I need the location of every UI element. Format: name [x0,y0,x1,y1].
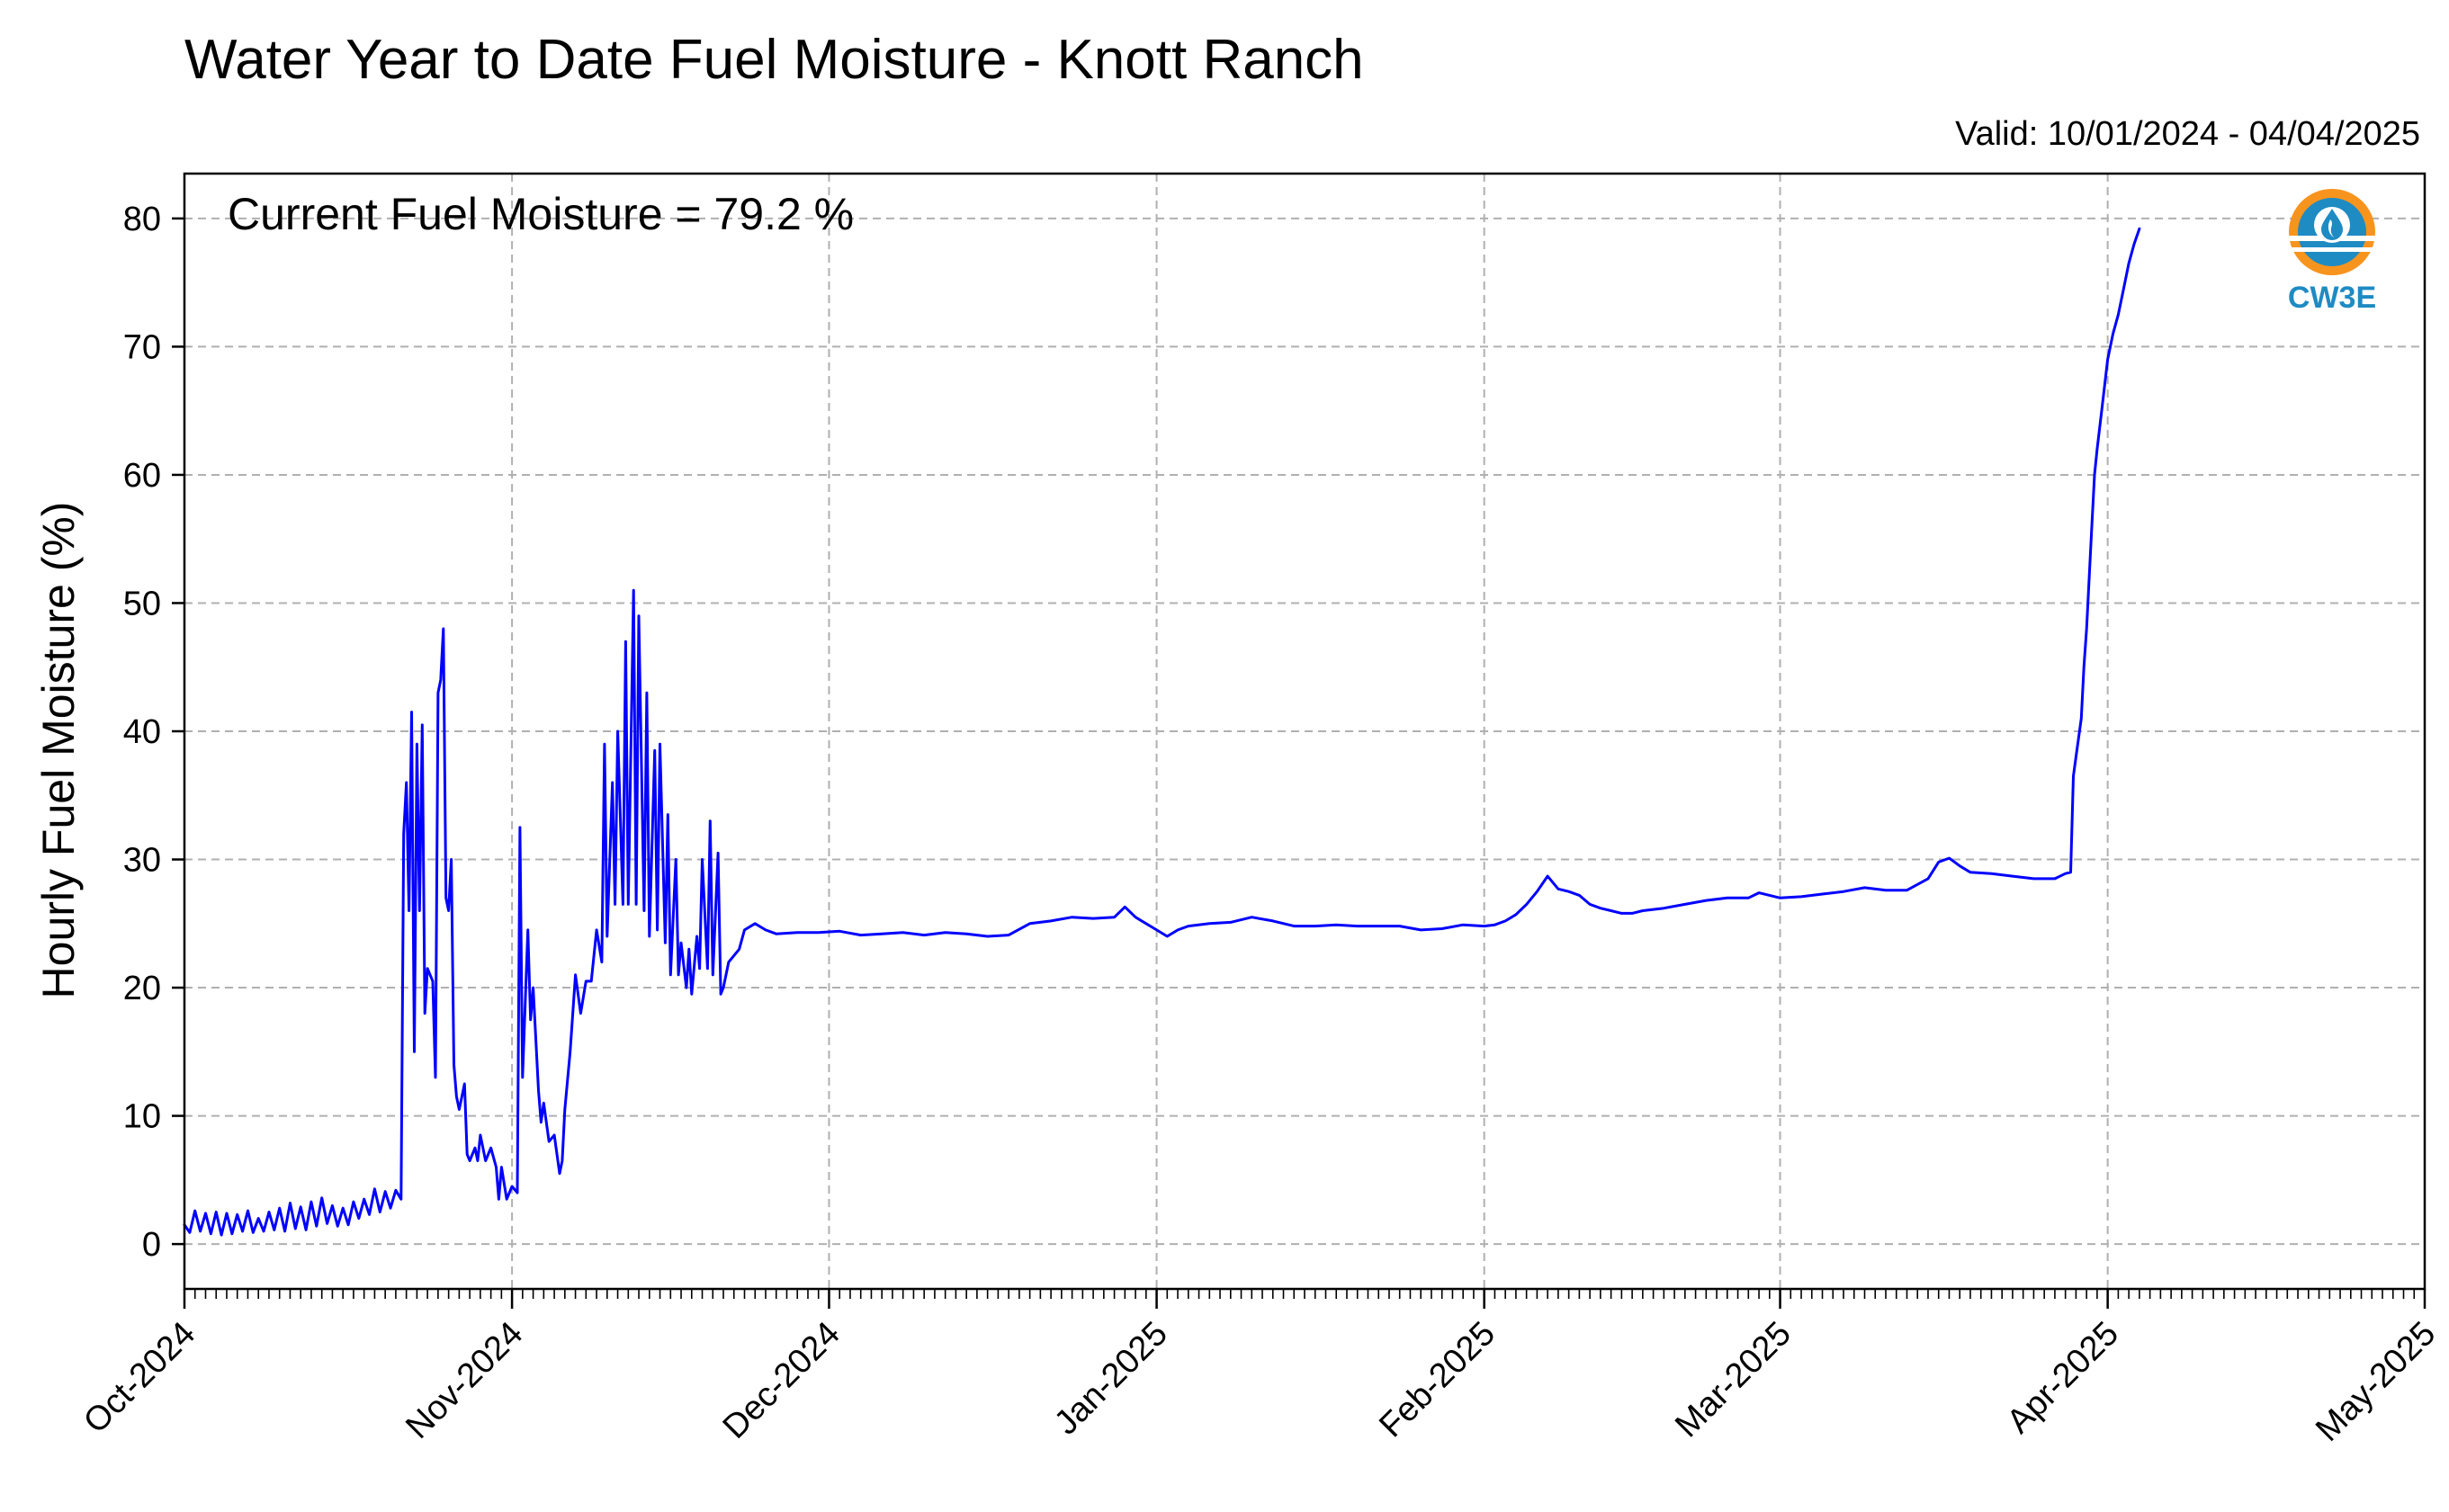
x-tick-label: Mar-2025 [1668,1315,1799,1445]
valid-date-range: Valid: 10/01/2024 - 04/04/2025 [1955,115,2420,153]
x-tick-label: May-2025 [2309,1315,2443,1449]
y-tick-label: 10 [123,1098,161,1136]
cw3e-logo: CW3E [2287,189,2377,315]
fuel-moisture-line [183,227,2141,1237]
y-tick-label: 20 [123,970,161,1007]
current-fuel-moisture-annotation: Current Fuel Moisture = 79.2 % [228,189,854,239]
y-tick-label: 70 [123,328,161,366]
chart-title: Water Year to Date Fuel Moisture - Knott… [184,29,1364,91]
y-tick-label: 40 [123,713,161,751]
x-tick-label: Jan-2025 [1047,1315,1175,1443]
x-axis: Oct-2024 Nov-2024 Dec-2024 Jan-2025 Feb-2025… [76,1289,2443,1449]
x-tick-label: Dec-2024 [716,1315,848,1446]
y-tick-label: 60 [123,457,161,495]
plot-area [183,227,2141,1237]
water-drop-icon [2321,209,2343,240]
y-tick-label: 30 [123,842,161,880]
x-tick-label: Apr-2025 [2000,1315,2126,1441]
y-tick-label: 80 [123,201,161,238]
y-axis-label: Hourly Fuel Moisture (%) [33,502,84,999]
y-axis: 0 10 20 30 40 50 60 70 80 [123,201,184,1264]
logo-wave-gap-2 [2287,247,2377,252]
gridlines [184,174,2426,1289]
y-tick-label: 0 [142,1226,161,1264]
logo-text: CW3E [2288,281,2376,315]
x-tick-label: Nov-2024 [399,1315,530,1446]
x-tick-label: Oct-2024 [76,1315,202,1441]
logo-flame-mark [2328,219,2334,237]
y-tick-label: 50 [123,585,161,622]
x-tick-label: Feb-2025 [1372,1315,1503,1445]
